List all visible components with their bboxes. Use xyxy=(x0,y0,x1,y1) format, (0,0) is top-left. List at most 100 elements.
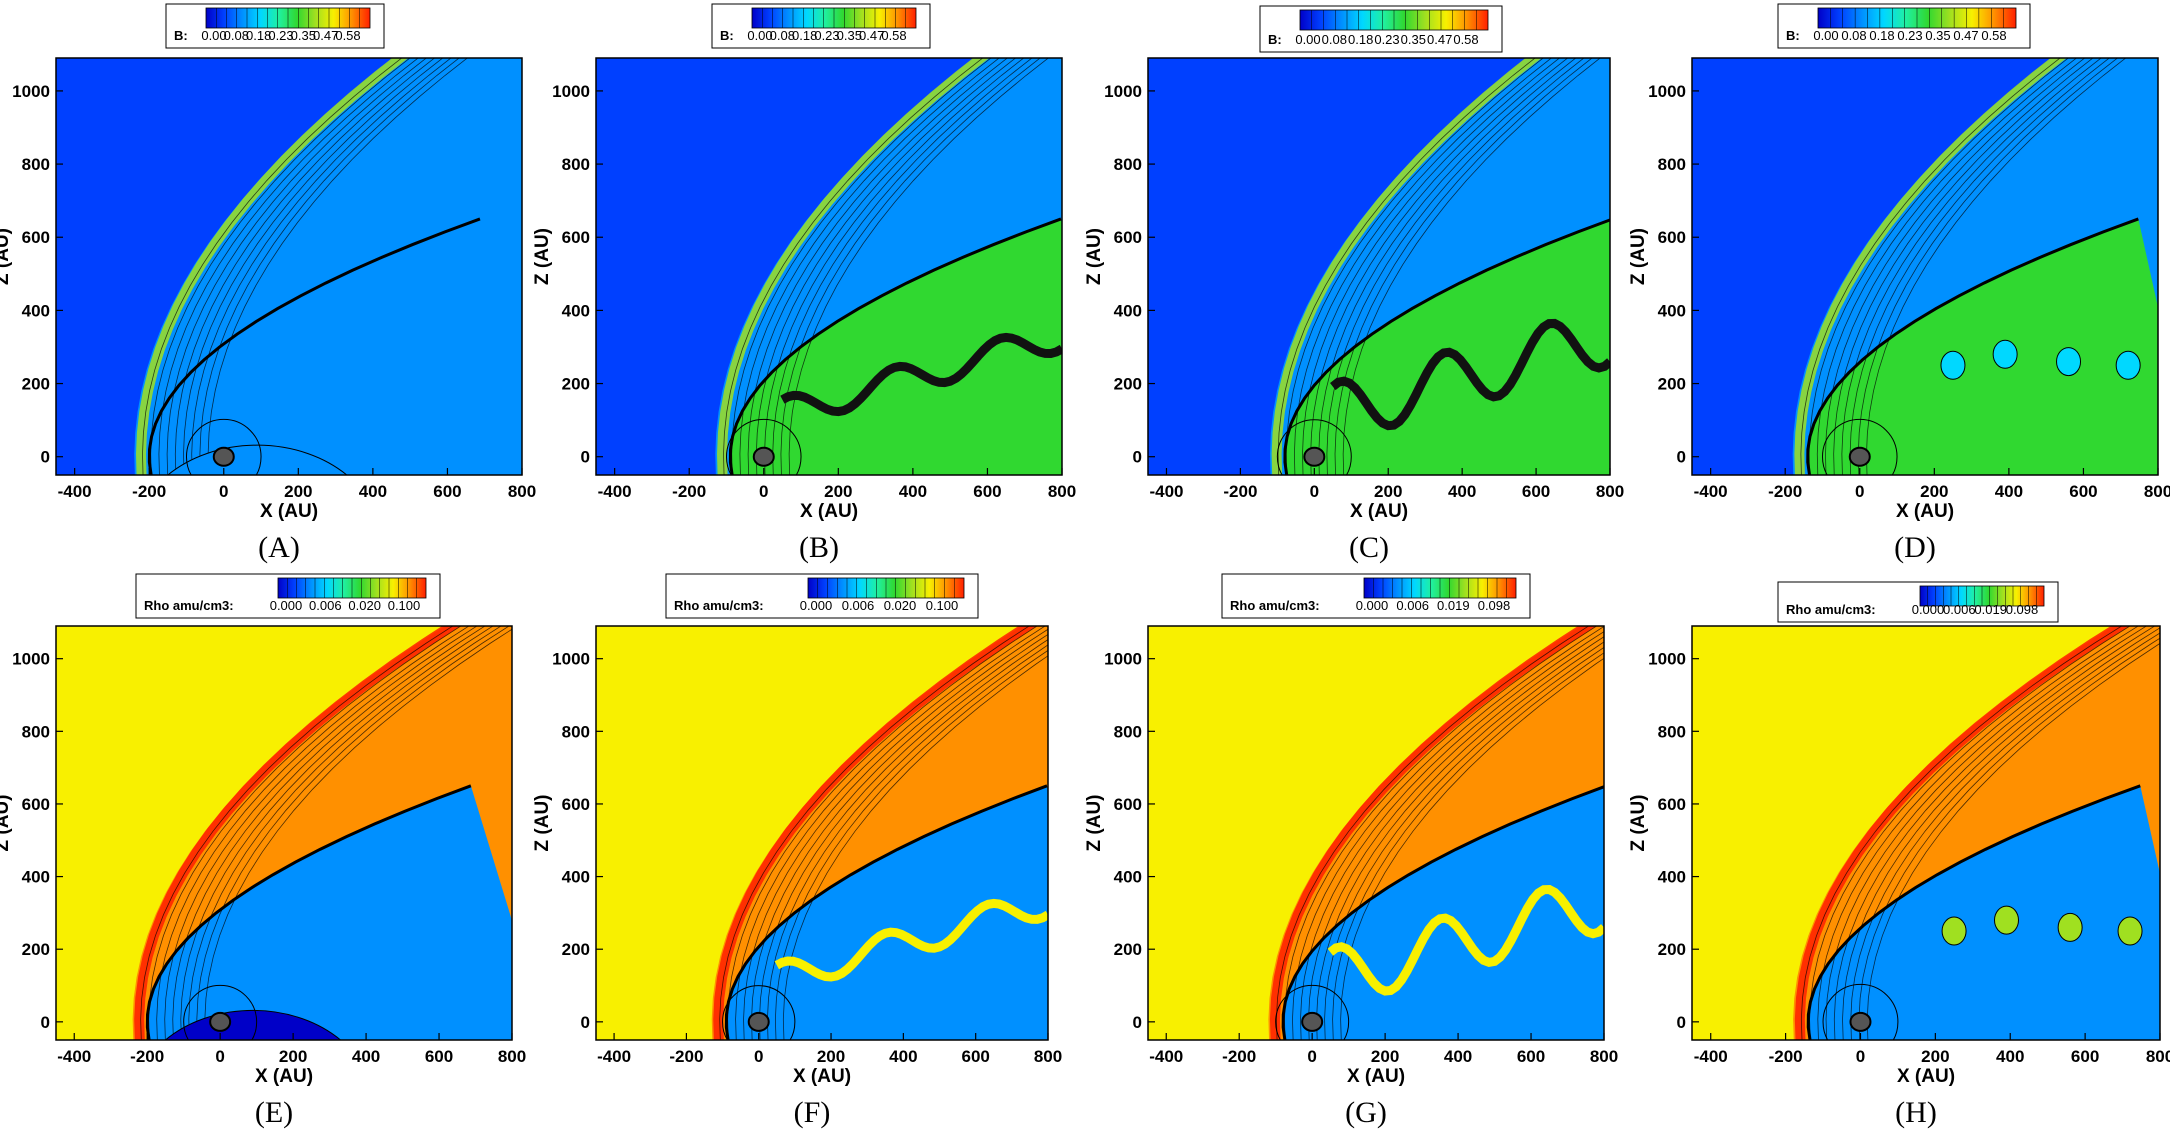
y-tick-label: 1000 xyxy=(552,82,590,101)
termination-shock xyxy=(722,985,796,1040)
y-tick-label: 1000 xyxy=(1104,82,1142,101)
y-tick-label: 800 xyxy=(1658,722,1686,741)
contour-line xyxy=(1342,58,1601,475)
heliosheath-region xyxy=(149,218,522,475)
sun-icon xyxy=(747,1011,770,1032)
x-tick-label: 600 xyxy=(425,1047,453,1066)
contour-line xyxy=(1316,641,1604,1040)
contour-line xyxy=(788,58,1049,475)
x-tick-label: 200 xyxy=(284,482,312,501)
colorbar-tick-label: 0.08 xyxy=(1322,32,1347,47)
contour-line xyxy=(164,626,478,1040)
y-tick-label: 400 xyxy=(1658,868,1686,887)
contour-line xyxy=(172,626,486,1040)
colorbar-tick-label: 0.58 xyxy=(1981,28,2006,43)
contour-line xyxy=(1302,58,1561,475)
field-f xyxy=(596,626,1048,1040)
shock-band xyxy=(717,58,989,475)
panel-e: -400 -200 0 200 400 600 800 0 200 400 600 800 1000 X … xyxy=(0,573,526,1129)
y-tick-label: 600 xyxy=(1658,795,1686,814)
contour-line xyxy=(1340,657,1604,1040)
colorbar-title: Rho amu/cm3: xyxy=(674,598,764,613)
x-tick-label: -400 xyxy=(1694,1047,1728,1066)
heliopause-line xyxy=(145,784,472,1040)
contour-line xyxy=(759,639,1048,1040)
x-tick-label: 0 xyxy=(759,482,768,501)
contour-line xyxy=(142,58,403,475)
colorbar-tick-label: 0.006 xyxy=(309,598,342,613)
y-tick-label: 600 xyxy=(22,228,50,247)
y-axis-label: Z (AU) xyxy=(1628,795,1649,852)
vortex xyxy=(1941,916,1967,946)
y-tick-label: 200 xyxy=(1658,940,1686,959)
contour-line xyxy=(1809,626,2131,1040)
colorbar: Rho amu/cm3: 0.000 0.006 0.020 0.100 xyxy=(665,573,979,619)
contour-line xyxy=(1849,58,2110,475)
termination-shock xyxy=(1275,984,1350,1040)
x-tick-label: 400 xyxy=(899,482,927,501)
colorbar-tick-label: 0.18 xyxy=(792,28,817,43)
heliopause-line xyxy=(1283,218,1610,475)
vortex xyxy=(1992,339,2018,369)
sun-icon xyxy=(1849,1011,1872,1032)
colorbar-tick-label: 0.47 xyxy=(1427,32,1452,47)
x-tick-label: 600 xyxy=(973,482,1001,501)
panel-g: -400 -200 0 200 400 600 800 0 200 400 600 800 1000 X … xyxy=(1084,573,1618,1129)
contour-line xyxy=(767,644,1048,1040)
x-tick-label: 600 xyxy=(1522,482,1550,501)
contour-line xyxy=(1833,58,2094,475)
panel-caption: (E) xyxy=(255,1096,293,1129)
x-tick-label: 200 xyxy=(817,1047,845,1066)
vortex xyxy=(2056,347,2082,377)
field-g xyxy=(1148,626,1604,1040)
y-tick-label: 1000 xyxy=(1648,650,1686,669)
x-tick-label: 400 xyxy=(1995,482,2023,501)
x-tick-label: 600 xyxy=(1517,1047,1545,1066)
y-tick-label: 1000 xyxy=(12,82,50,101)
y-tick-label: 400 xyxy=(22,301,50,320)
y-tick-label: 800 xyxy=(1114,722,1142,741)
sun-icon xyxy=(1848,446,1871,467)
x-axis-label: X (AU) xyxy=(255,1066,313,1087)
x-tick-label: -400 xyxy=(598,482,632,501)
contour-line xyxy=(140,626,454,1040)
x-tick-label: -400 xyxy=(1149,482,1183,501)
x-tick-label: 600 xyxy=(433,482,461,501)
y-tick-label: 1000 xyxy=(1104,650,1142,669)
contour-line xyxy=(727,626,1038,1040)
contour-line xyxy=(1285,58,1544,475)
heliosheath-region xyxy=(1808,785,2160,1040)
x-tick-label: -200 xyxy=(1223,482,1257,501)
colorbar-tick-label: 0.020 xyxy=(348,598,381,613)
heliopause-line xyxy=(728,217,1062,475)
x-tick-label: -200 xyxy=(130,1047,164,1066)
vortex xyxy=(1993,905,2019,935)
y-tick-label: 200 xyxy=(22,375,50,394)
panel-caption: (H) xyxy=(1895,1096,1937,1129)
contour-line xyxy=(174,58,436,475)
colorbar-title: Rho amu/cm3: xyxy=(144,598,234,613)
plot-frame xyxy=(1691,57,2159,476)
colorbar-tick-label: 0.00 xyxy=(1295,32,1320,47)
x-tick-label: -200 xyxy=(132,482,166,501)
colorbar-tick-label: 0.35 xyxy=(837,28,862,43)
x-tick-label: -400 xyxy=(57,1047,91,1066)
colorbar-tick-label: 0.006 xyxy=(1396,598,1429,613)
y-tick-label: 400 xyxy=(562,301,590,320)
colorbar-title: Rho amu/cm3: xyxy=(1786,602,1876,617)
vortex xyxy=(1940,350,1966,380)
colorbar-tick-label: 0.08 xyxy=(224,28,249,43)
panel-caption: (B) xyxy=(799,531,839,564)
contour-line xyxy=(1800,626,2123,1040)
colorbar-title: B: xyxy=(1268,32,1282,47)
y-tick-label: 800 xyxy=(1114,155,1142,174)
sun-icon xyxy=(1301,1011,1324,1032)
sun-icon xyxy=(209,1011,232,1032)
x-tick-label: 0 xyxy=(219,482,228,501)
contour-line xyxy=(1841,58,2102,475)
vortex xyxy=(2057,912,2083,942)
colorbar-tick-label: 0.000 xyxy=(1356,598,1389,613)
shock-band xyxy=(134,626,460,1040)
